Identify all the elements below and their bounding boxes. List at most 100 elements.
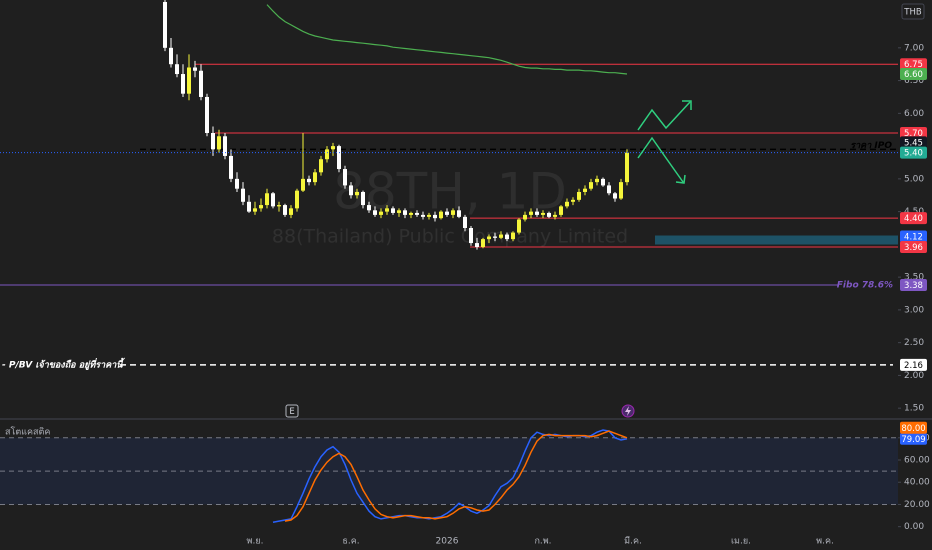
candle-body [469,228,473,244]
x-tick-label: พ.ย. [247,537,264,547]
candle-body [583,188,587,192]
y-tick-label: 40.00 [904,478,930,488]
candle-body [517,219,521,233]
earnings-label[interactable]: E [289,407,294,417]
candle-body [235,178,239,189]
watermark-company: 88(Thailand) Public Company Limited [272,226,628,248]
price-badge [900,432,927,445]
candle-body [193,67,197,71]
price-badge-label: 6.75 [904,60,923,70]
candle-body [349,185,353,196]
projection-arrows [637,100,692,184]
price-badge-label: 4.12 [904,233,923,243]
candle-body [421,214,425,217]
y-tick-label: 6.50 [904,76,924,86]
candle-body [289,208,293,215]
y-tick-label: 2.00 [904,371,924,381]
candle-body [523,214,527,220]
candle-body [445,211,449,215]
candle-body [475,243,479,247]
y-tick-label: 0.00 [904,522,924,532]
candle-body [439,211,443,219]
candle-body [355,191,359,196]
candle-body [271,193,275,207]
candle-body [487,236,491,240]
price-badge-label: 5.70 [904,129,923,139]
price-badge-label: 5.40 [904,149,923,159]
candle-body [199,70,203,97]
candle-body [457,210,461,217]
price-badge [900,230,927,243]
candle-body [211,133,215,150]
price-badge [900,279,927,291]
price-badge [900,241,927,253]
candle-body [283,205,287,215]
price-badge-label: 3.38 [904,281,923,291]
y-tick-label: 3.50 [904,273,924,283]
price-badge [900,358,927,371]
candle-body [391,208,395,213]
candle-body [403,210,407,215]
y-tick-label: 2.50 [904,338,924,348]
candle-body [343,169,347,186]
y-tick-label: 1.50 [904,404,924,414]
earnings-icon[interactable] [285,404,299,418]
price-badge [900,127,927,139]
candle-body [307,178,311,183]
candle-body [313,172,317,183]
price-badge [900,212,927,225]
candle-body [325,149,329,160]
candle-body [385,208,389,212]
candle-body [619,182,623,199]
candle-body [397,210,401,213]
candle-body [241,188,245,202]
y-tick-label: 20.00 [904,500,930,510]
candle-body [277,205,281,207]
candle-body [595,178,599,183]
stochastic-line [284,430,628,522]
y-tick-label: 7.00 [904,43,924,53]
candle-body [481,239,485,247]
candle-body [535,211,539,215]
stochastic-line [272,429,628,523]
candle-body [505,234,509,240]
candle-body [415,212,419,215]
candle-body [613,193,617,199]
x-tick-label: 2026 [436,537,459,547]
candle-body [589,182,593,189]
price-badge [900,146,927,159]
candle-body [223,136,227,156]
candle-body [229,155,233,179]
candle-body [295,190,299,209]
y-tick-label: 3.00 [904,305,924,315]
price-badge [900,136,927,149]
candle-body [337,146,341,170]
price-badge-label: 4.40 [904,214,923,224]
arrow-up-head [682,100,692,110]
y-tick-label: 4.50 [904,207,924,217]
arrow-up [637,101,691,131]
x-tick-label: มี.ค. [624,536,642,547]
price-badge-label: 80.00 [901,424,925,434]
candle-body [187,67,191,94]
candle-body [571,199,575,202]
candle-body [559,206,563,215]
candle-body [217,136,221,150]
level-zone [655,235,898,245]
candle-body [529,211,533,215]
price-badge [900,68,927,81]
candle-body [367,205,371,211]
candle-body [493,236,497,238]
candle-body [451,210,455,215]
candle-body [205,96,209,133]
candle-body [433,214,437,219]
candle-body [181,74,185,94]
candle-body [259,205,263,209]
candle-body [601,178,605,186]
x-tick-label: เม.ย. [731,537,751,547]
level-annotation: Fibo 78.6% [837,281,893,291]
x-tick-label: พ.ค. [816,537,834,547]
candle-body [577,191,581,200]
x-tick-label: ก.พ. [534,537,551,547]
